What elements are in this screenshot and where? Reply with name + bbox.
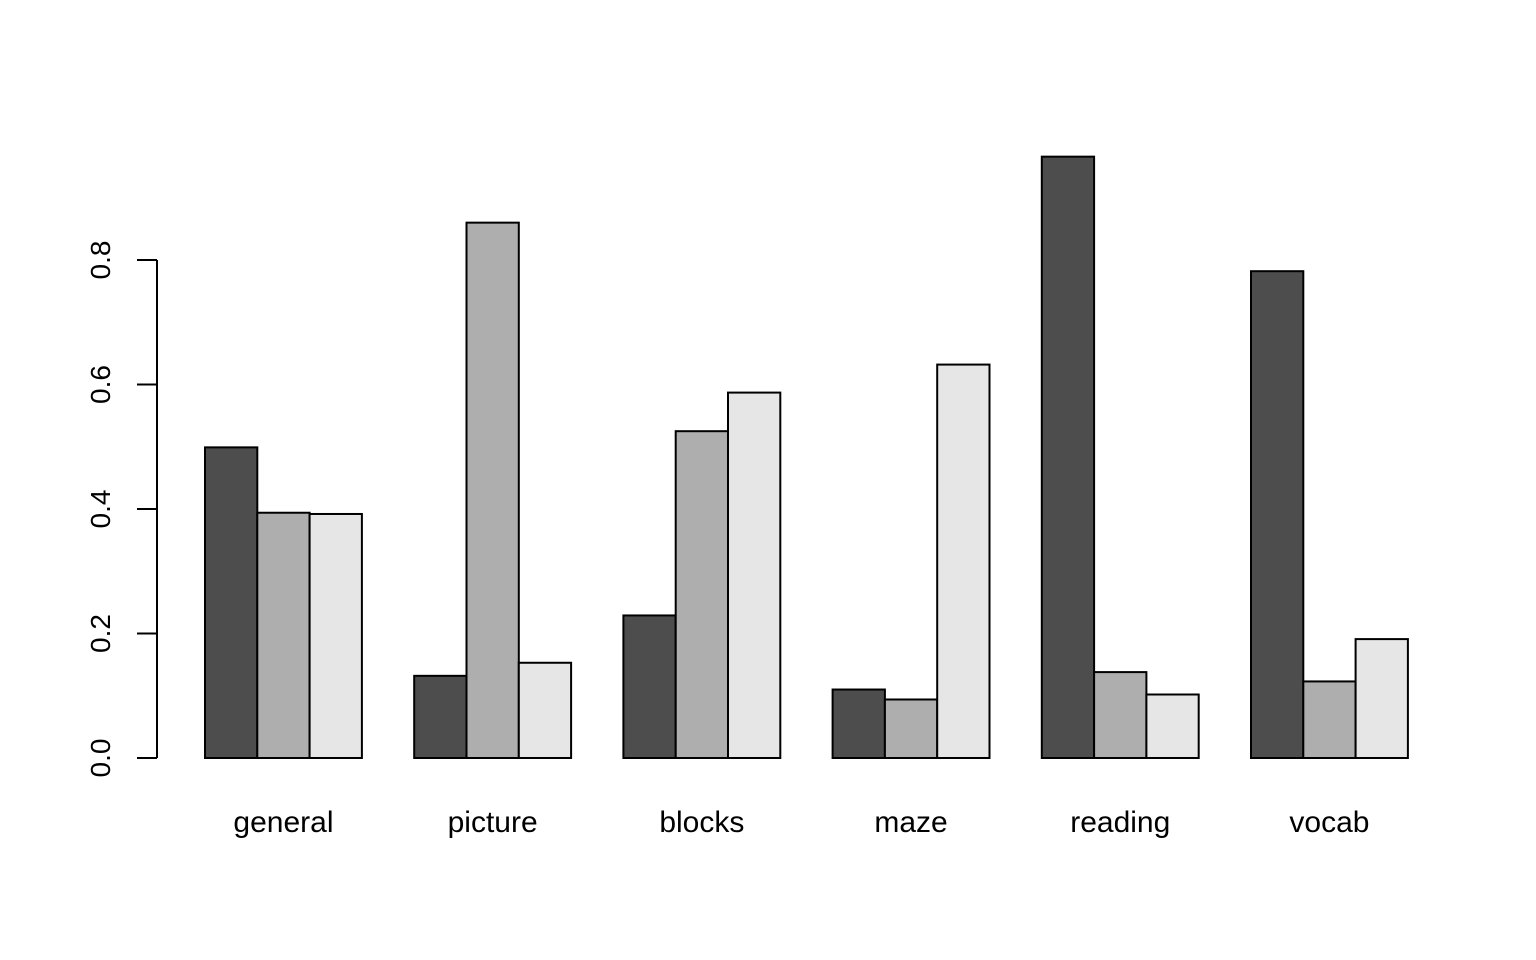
y-axis: 0.0 0.2 0.4 0.6 0.8 xyxy=(85,241,158,778)
bar-vocab-series-3 xyxy=(1354,638,1409,759)
bar-reading-series-2 xyxy=(1093,671,1148,759)
bar-general-series-1 xyxy=(204,446,259,759)
bar-picture-series-2 xyxy=(465,221,520,759)
bar-general-series-3 xyxy=(308,512,363,759)
x-tick-label-vocab: vocab xyxy=(1289,806,1369,839)
bar-picture-series-3 xyxy=(517,661,573,760)
x-tick-label-general: general xyxy=(233,806,333,839)
bar-vocab-series-2 xyxy=(1302,680,1357,759)
bars-layer xyxy=(204,155,1409,760)
bar-blocks-series-2 xyxy=(674,430,730,759)
bar-vocab-series-1 xyxy=(1250,270,1305,759)
bar-maze-series-3 xyxy=(936,363,991,759)
bar-blocks-series-1 xyxy=(622,614,677,760)
y-tick-label: 0.2 xyxy=(85,614,116,653)
x-tick-label-blocks: blocks xyxy=(659,806,744,839)
y-tick-label: 0.0 xyxy=(85,739,116,778)
bar-maze-series-2 xyxy=(883,698,939,759)
x-tick-label-picture: picture xyxy=(448,806,538,839)
bar-reading-series-1 xyxy=(1040,155,1096,760)
x-tick-label-maze: maze xyxy=(874,806,947,839)
y-tick-label: 0.8 xyxy=(85,241,116,280)
bar-reading-series-3 xyxy=(1145,693,1200,759)
bar-general-series-2 xyxy=(256,511,311,759)
y-tick-label: 0.6 xyxy=(85,365,116,404)
bar-maze-series-1 xyxy=(831,688,886,760)
bar-picture-series-1 xyxy=(413,674,468,760)
x-tick-label-reading: reading xyxy=(1070,806,1170,839)
y-tick-label: 0.4 xyxy=(85,490,116,529)
bar-blocks-series-3 xyxy=(727,391,782,759)
x-axis-labels: general picture blocks maze reading vocab xyxy=(233,806,1369,839)
